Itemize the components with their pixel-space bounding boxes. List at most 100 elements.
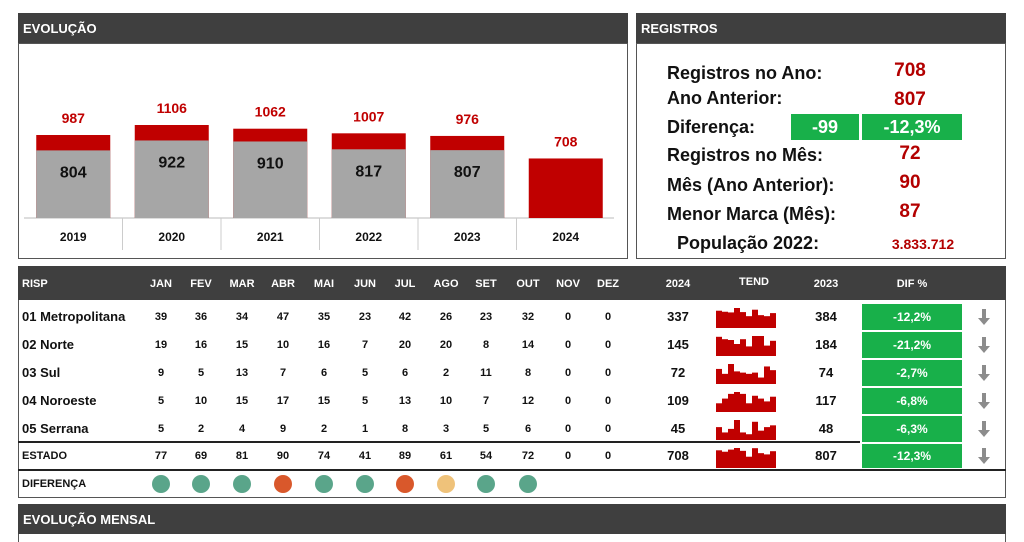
- base-value-label: 807: [454, 164, 481, 181]
- col-header-out: OUT: [516, 278, 540, 290]
- total-2023: 184: [815, 337, 837, 352]
- evolucao-mensal-header: EVOLUÇÃO MENSAL: [18, 504, 1006, 534]
- bar-base-2021: [233, 141, 308, 218]
- registros-panel: [636, 43, 1006, 259]
- risp-name: 02 Norte: [22, 337, 75, 352]
- month-value-dez: 0: [604, 339, 612, 351]
- dif-pct-cell: -21,2%: [862, 332, 962, 358]
- sparkline-bar: [716, 427, 722, 440]
- trend-sparkline: [716, 364, 776, 384]
- sparkline-bar: [746, 346, 752, 356]
- evolucao-mensal-panel: [18, 534, 1006, 542]
- trend-sparkline: [716, 336, 776, 356]
- arrow-down-icon: [978, 365, 990, 381]
- month-value-jan: 39: [154, 311, 168, 323]
- month-value-fev: 10: [194, 395, 208, 407]
- col-header-jul: JUL: [394, 278, 416, 290]
- total-2023: 48: [818, 421, 834, 436]
- risp-name: 03 Sul: [22, 365, 61, 380]
- sparkline-bar: [770, 396, 776, 412]
- sparkline-bar: [746, 373, 752, 384]
- sparkline-bar: [764, 427, 770, 440]
- month-value-jun: 41: [358, 450, 372, 462]
- col-header-dez: DEZ: [597, 278, 619, 290]
- total-value-label: 976: [456, 111, 480, 127]
- trend-sparkline: [716, 420, 776, 440]
- month-value-mai: 74: [317, 450, 331, 462]
- month-value-ago: 26: [439, 311, 453, 323]
- trend-sparkline: [716, 448, 776, 468]
- sparkline-bar: [734, 392, 740, 412]
- table-header-bar: [18, 266, 1006, 300]
- sparkline-bar: [728, 449, 734, 468]
- mes-ano-anterior-label: Mês (Ano Anterior):: [667, 175, 835, 195]
- sparkline-bar: [734, 371, 740, 384]
- sparkline-bar: [746, 456, 752, 468]
- dif-pct-cell: -6,8%: [862, 388, 962, 414]
- bar-base-2022: [331, 149, 406, 218]
- sparkline-bar: [734, 308, 740, 328]
- base-value-label: 922: [158, 154, 185, 171]
- sparkline-bar: [770, 370, 776, 384]
- col-header-jun: JUN: [353, 278, 376, 290]
- month-value-jun: 7: [361, 339, 369, 351]
- month-value-jan: 5: [157, 395, 165, 407]
- risp-name: 01 Metropolitana: [22, 309, 126, 324]
- month-value-dez: 0: [604, 395, 612, 407]
- month-value-set: 5: [482, 423, 490, 435]
- month-value-abr: 90: [276, 450, 290, 462]
- status-dot: [519, 475, 537, 493]
- month-value-fev: 69: [194, 450, 208, 462]
- mes-ano-anterior-value: 90: [899, 172, 921, 193]
- sparkline-bar: [722, 311, 728, 328]
- month-value-mai: 35: [317, 311, 331, 323]
- sparkline-bar: [716, 310, 722, 328]
- registros-ano-label: Registros no Ano:: [667, 63, 823, 83]
- sparkline-bar: [716, 450, 722, 468]
- arrow-down-icon: [978, 309, 990, 325]
- total-2023: 74: [818, 365, 834, 380]
- registros-mes-value: 72: [899, 143, 921, 164]
- month-value-mai: 16: [317, 339, 331, 351]
- sparkline-bar: [722, 451, 728, 468]
- sparkline-bar: [740, 393, 746, 412]
- month-value-nov: 0: [564, 450, 572, 462]
- sparkline-bar: [764, 454, 770, 468]
- sparkline-bar: [752, 336, 758, 356]
- total-2023: 117: [815, 393, 837, 408]
- total-2024: 337: [667, 309, 689, 324]
- status-dot: [437, 475, 455, 493]
- month-value-mar: 15: [235, 395, 249, 407]
- sparkline-bar: [770, 313, 776, 328]
- base-value-label: 910: [257, 155, 284, 172]
- total-value-label: 987: [62, 110, 86, 126]
- registros-header: REGISTROS: [636, 13, 1006, 43]
- sparkline-bar: [764, 316, 770, 328]
- col-header-2023: 2023: [813, 278, 839, 290]
- evolucao-header: EVOLUÇÃO: [18, 13, 628, 43]
- month-value-fev: 2: [197, 423, 205, 435]
- sparkline-bar: [734, 420, 740, 440]
- month-value-out: 14: [521, 339, 535, 351]
- sparkline-bar: [752, 421, 758, 440]
- month-value-out: 32: [521, 311, 535, 323]
- col-header-tend: TEND: [739, 276, 769, 288]
- sparkline-bar: [746, 434, 752, 440]
- sparkline-bar: [770, 340, 776, 356]
- diferenca-pct: -12,3%: [862, 114, 962, 140]
- x-tick-label: 2023: [454, 230, 481, 244]
- col-header-set: SET: [475, 278, 497, 290]
- populacao-label: População 2022:: [677, 233, 820, 253]
- month-value-set: 7: [482, 395, 490, 407]
- sparkline-bar: [740, 339, 746, 356]
- sparkline-bar: [716, 336, 722, 356]
- status-dot: [233, 475, 251, 493]
- base-value-label: 804: [60, 164, 87, 181]
- x-tick-label: 2024: [552, 230, 579, 244]
- month-value-jun: 1: [361, 423, 369, 435]
- month-value-jul: 13: [398, 395, 412, 407]
- menor-marca-value: 87: [899, 201, 921, 222]
- month-value-jun: 5: [361, 367, 369, 379]
- sparkline-bar: [740, 450, 746, 468]
- month-value-nov: 0: [564, 367, 572, 379]
